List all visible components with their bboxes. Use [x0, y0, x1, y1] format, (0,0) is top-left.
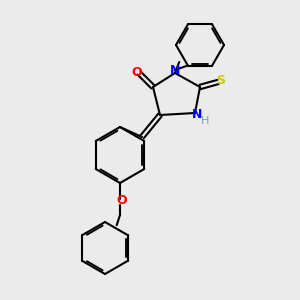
- Text: O: O: [132, 65, 142, 79]
- Text: S: S: [217, 74, 226, 88]
- Text: N: N: [192, 109, 202, 122]
- Text: H: H: [201, 116, 209, 126]
- Text: N: N: [170, 64, 180, 77]
- Text: O: O: [117, 194, 127, 206]
